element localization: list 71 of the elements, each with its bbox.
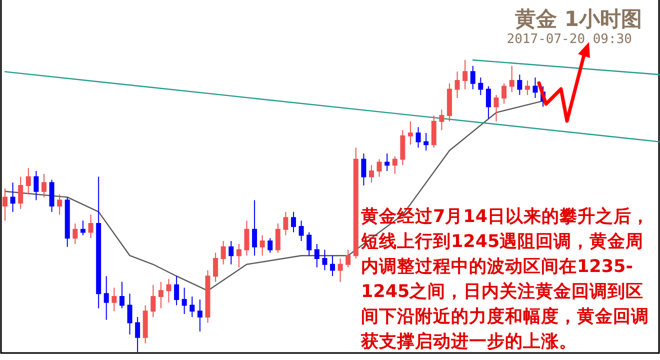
chart-title: 黄金 1小时图 — [515, 6, 642, 33]
candlestick — [454, 71, 460, 98]
candlestick — [150, 284, 156, 318]
candlestick — [283, 211, 288, 236]
candlestick — [291, 211, 296, 233]
candlestick — [532, 77, 538, 98]
candlestick — [135, 316, 140, 352]
candlestick — [268, 238, 273, 254]
candlestick — [228, 240, 234, 265]
candlestick — [158, 281, 164, 309]
candlestick — [353, 147, 358, 260]
candlestick — [509, 65, 514, 93]
candlestick — [478, 77, 484, 96]
candlestick — [517, 74, 522, 96]
candlestick — [424, 132, 429, 152]
candlestick — [80, 220, 86, 236]
candlestick — [260, 234, 265, 256]
candlestick — [142, 304, 148, 344]
candlestick — [306, 232, 312, 256]
candlestick — [104, 276, 109, 320]
candlestick — [524, 80, 530, 96]
candlestick — [119, 281, 124, 309]
candlestick — [338, 258, 343, 282]
candlestick — [205, 270, 210, 324]
candlestick — [127, 293, 132, 335]
candlestick — [368, 164, 374, 184]
candlestick — [190, 296, 195, 318]
candlestick — [112, 287, 117, 312]
candlestick — [88, 214, 94, 239]
candlestick — [494, 94, 499, 122]
candlestick — [72, 223, 78, 244]
candlestick — [213, 252, 218, 282]
candlestick — [502, 82, 507, 104]
candlestick — [446, 82, 452, 122]
candlestick — [392, 156, 398, 174]
candlestick — [166, 278, 172, 303]
candlestick — [330, 255, 335, 277]
candlestick — [486, 86, 491, 119]
candlestick — [57, 194, 62, 216]
candlestick — [96, 176, 102, 309]
candlestick — [244, 220, 250, 256]
candlestick — [252, 200, 258, 256]
candlestick — [41, 173, 46, 198]
candlestick — [376, 158, 382, 178]
chart-subtitle: 2017-07-20 09:30 — [506, 32, 632, 47]
candlestick — [49, 179, 54, 212]
candlestick — [462, 60, 468, 90]
candlestick — [220, 240, 226, 265]
candlestick — [275, 223, 280, 254]
candlestick — [384, 152, 390, 172]
candlestick — [64, 196, 70, 248]
candlestick — [470, 65, 476, 90]
candlestick — [197, 298, 202, 332]
candlestick — [18, 176, 24, 210]
candlestick — [439, 109, 444, 131]
candlestick — [298, 220, 304, 242]
candlestick — [174, 276, 180, 306]
candlestick — [346, 249, 351, 268]
candlestick — [314, 243, 320, 268]
candlestick — [10, 182, 16, 212]
candlestick — [408, 120, 413, 146]
candlestick — [400, 130, 406, 166]
candlestick — [322, 249, 328, 271]
candlestick — [34, 170, 39, 201]
candlestick — [26, 168, 31, 195]
candlestick — [431, 114, 436, 148]
candlestick — [236, 243, 242, 268]
candlestick — [2, 188, 8, 222]
candlestick — [182, 287, 187, 315]
candlestick — [361, 152, 366, 186]
candlestick — [416, 126, 421, 148]
